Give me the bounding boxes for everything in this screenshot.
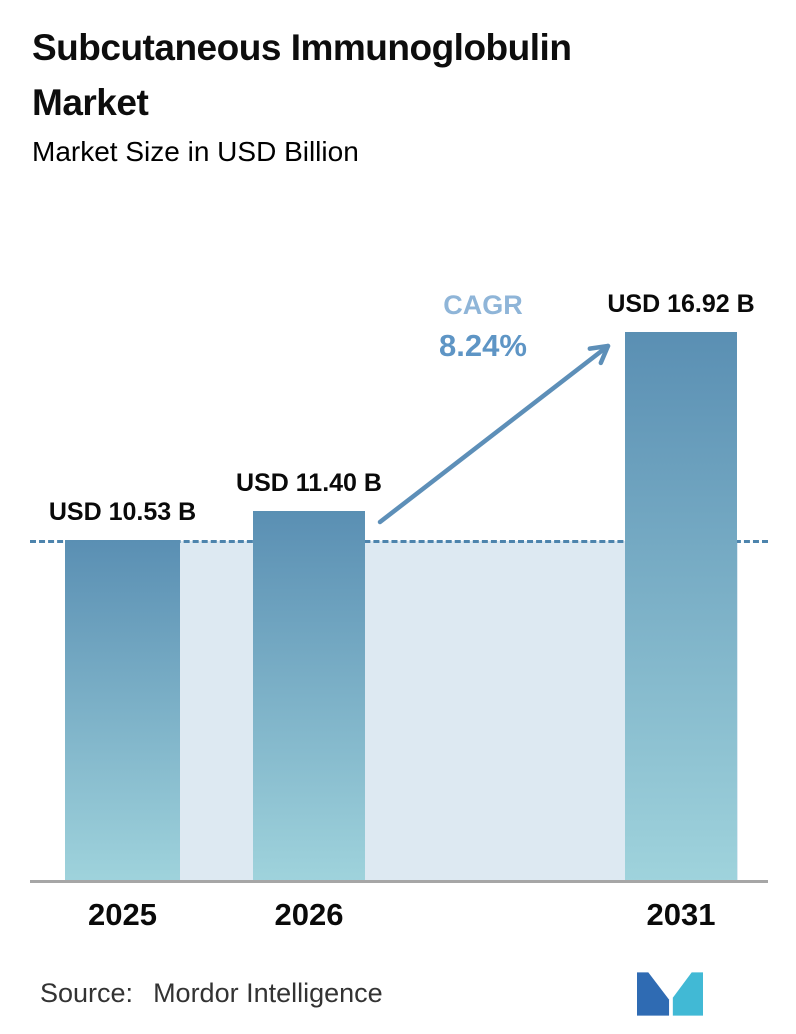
- page-title: Subcutaneous Immunoglobulin Market: [32, 27, 572, 123]
- source-value: Mordor Intelligence: [153, 978, 383, 1008]
- source-line: Source: Mordor Intelligence: [40, 978, 383, 1009]
- bar-group-2031: USD 16.92 B: [607, 290, 755, 882]
- chart-subtitle: Market Size in USD Billion: [32, 136, 359, 167]
- bar-value-label-2031: USD 16.92 B: [607, 290, 755, 318]
- bar-group-2026: USD 11.40 B: [236, 469, 382, 882]
- x-tick-2025: 2025: [88, 897, 157, 932]
- bar-2025: [65, 540, 180, 882]
- bar-value-label-2026: USD 11.40 B: [236, 469, 382, 497]
- x-tick-2031: 2031: [646, 897, 716, 932]
- cagr-value: 8.24%: [439, 328, 527, 363]
- cagr-label: CAGR: [443, 290, 523, 320]
- baseline-dashed-line: [30, 540, 768, 543]
- bar-2026: [253, 511, 365, 882]
- x-tick-2026: 2026: [274, 897, 344, 932]
- bar-value-label-2025: USD 10.53 B: [48, 498, 197, 526]
- x-axis-line: [30, 880, 768, 883]
- source-label: Source:: [40, 978, 134, 1008]
- cagr-annotation: CAGR 8.24%: [398, 290, 568, 364]
- bar-group-2025: USD 10.53 B: [49, 498, 196, 882]
- bar-2031: [625, 332, 737, 882]
- mordor-intelligence-logo: [637, 972, 703, 1016]
